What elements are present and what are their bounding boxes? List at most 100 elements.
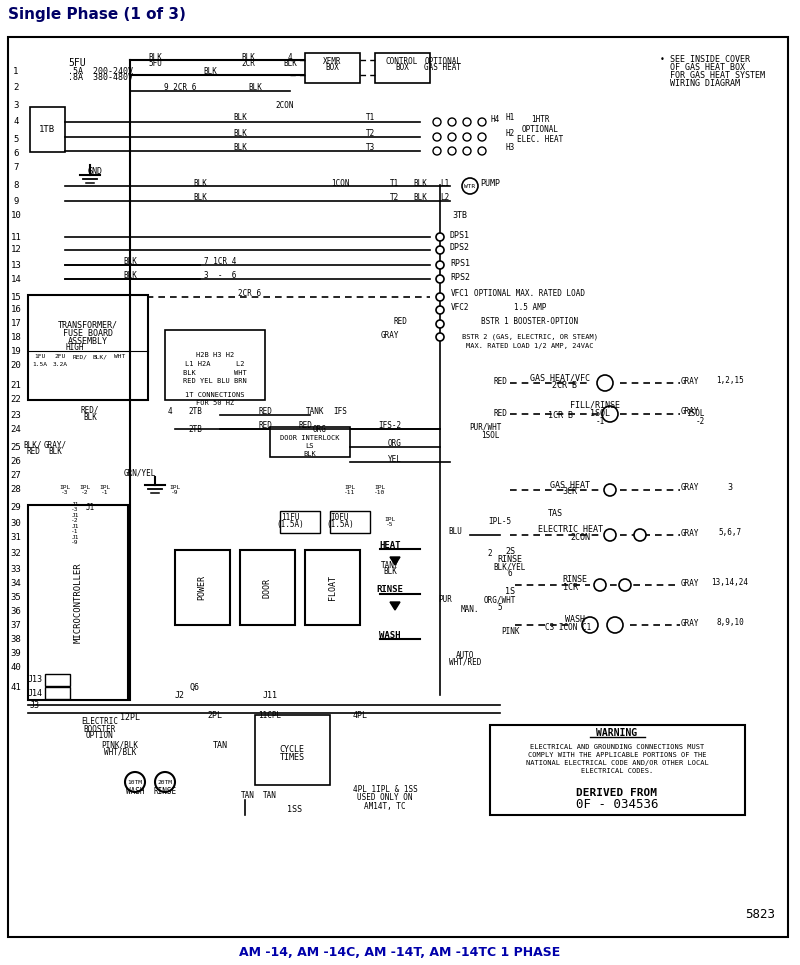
Text: GRAY: GRAY bbox=[681, 407, 699, 417]
Text: 2PL: 2PL bbox=[207, 710, 222, 720]
Text: 2: 2 bbox=[14, 82, 18, 92]
Text: 10TM: 10TM bbox=[127, 780, 142, 785]
Text: L1 H2A      L2: L1 H2A L2 bbox=[186, 361, 245, 367]
Text: MAN.: MAN. bbox=[461, 605, 479, 615]
Text: ELECTRIC HEAT: ELECTRIC HEAT bbox=[538, 526, 602, 535]
Text: FUSE BOARD: FUSE BOARD bbox=[63, 328, 113, 338]
Text: RED: RED bbox=[26, 448, 40, 456]
Text: 7: 7 bbox=[14, 163, 18, 173]
Text: GRAY: GRAY bbox=[681, 578, 699, 588]
Text: WTR: WTR bbox=[464, 183, 476, 188]
Text: 4PL 1IPL & 1SS: 4PL 1IPL & 1SS bbox=[353, 786, 418, 794]
Text: 11FU: 11FU bbox=[281, 512, 299, 521]
Text: RED: RED bbox=[393, 317, 407, 325]
Text: BLK: BLK bbox=[283, 60, 297, 69]
Bar bbox=[30, 107, 65, 152]
Text: VFC1: VFC1 bbox=[450, 290, 470, 298]
Text: 26: 26 bbox=[10, 457, 22, 466]
Text: WHT/BLK: WHT/BLK bbox=[104, 748, 136, 757]
Text: IPL
-3: IPL -3 bbox=[59, 484, 70, 495]
Text: BLK: BLK bbox=[304, 451, 316, 457]
Text: RED: RED bbox=[493, 376, 507, 385]
Text: 1.5A: 1.5A bbox=[33, 363, 47, 368]
Text: H2: H2 bbox=[506, 128, 514, 137]
Text: GRAY: GRAY bbox=[681, 529, 699, 538]
Text: PUR/WHT: PUR/WHT bbox=[469, 423, 501, 431]
Text: IPL
-5: IPL -5 bbox=[384, 516, 396, 528]
Bar bbox=[280, 511, 320, 533]
Text: J1
-3: J1 -3 bbox=[71, 502, 78, 512]
Text: RED YEL BLU BRN: RED YEL BLU BRN bbox=[183, 378, 247, 384]
Text: 9 2CR 6: 9 2CR 6 bbox=[164, 84, 196, 93]
Text: RED/: RED/ bbox=[73, 354, 87, 360]
Text: 10: 10 bbox=[10, 210, 22, 219]
Text: PINK/BLK: PINK/BLK bbox=[102, 740, 138, 750]
Bar bbox=[375, 53, 430, 83]
Text: 1CON: 1CON bbox=[330, 179, 350, 187]
Text: RINSE: RINSE bbox=[498, 555, 522, 564]
Text: 19: 19 bbox=[10, 346, 22, 355]
Text: RPS1: RPS1 bbox=[450, 259, 470, 267]
Text: 28: 28 bbox=[10, 485, 22, 494]
Circle shape bbox=[594, 579, 606, 591]
Text: IFS-2: IFS-2 bbox=[378, 422, 402, 430]
Text: ELECTRICAL CODES.: ELECTRICAL CODES. bbox=[581, 768, 653, 774]
Text: RPS2: RPS2 bbox=[450, 272, 470, 282]
Circle shape bbox=[607, 617, 623, 633]
Circle shape bbox=[125, 772, 145, 792]
Text: RINSE: RINSE bbox=[562, 575, 587, 585]
Text: L1: L1 bbox=[440, 179, 450, 187]
Text: FLOAT: FLOAT bbox=[327, 575, 337, 600]
Circle shape bbox=[436, 320, 444, 328]
Text: TAN: TAN bbox=[213, 740, 227, 750]
Text: BSTR 1 BOOSTER-OPTION: BSTR 1 BOOSTER-OPTION bbox=[482, 317, 578, 325]
Text: BSTR 2 (GAS, ELECTRIC, OR STEAM): BSTR 2 (GAS, ELECTRIC, OR STEAM) bbox=[462, 334, 598, 341]
Text: BLK: BLK bbox=[383, 567, 397, 576]
Text: FOR 50 HZ: FOR 50 HZ bbox=[196, 400, 234, 406]
Text: 5FU: 5FU bbox=[148, 60, 162, 69]
Bar bbox=[305, 53, 360, 83]
Circle shape bbox=[634, 529, 646, 541]
Text: 14: 14 bbox=[10, 274, 22, 284]
Circle shape bbox=[604, 529, 616, 541]
Text: WIRING DIAGRAM: WIRING DIAGRAM bbox=[660, 79, 740, 89]
Text: IPL
-9: IPL -9 bbox=[170, 484, 181, 495]
Text: 12: 12 bbox=[10, 245, 22, 255]
Text: ELECTRICAL AND GROUNDING CONNECTIONS MUST: ELECTRICAL AND GROUNDING CONNECTIONS MUS… bbox=[530, 744, 704, 750]
Text: (1.5A): (1.5A) bbox=[326, 520, 354, 530]
Text: 8,9,10: 8,9,10 bbox=[716, 619, 744, 627]
Text: OPTIONAL: OPTIONAL bbox=[425, 57, 462, 66]
Text: RED: RED bbox=[258, 407, 272, 417]
Text: 2CON: 2CON bbox=[570, 534, 590, 542]
Text: POWER: POWER bbox=[198, 575, 206, 600]
Text: IPL
-10: IPL -10 bbox=[374, 484, 386, 495]
Text: 20TM: 20TM bbox=[158, 780, 173, 785]
Text: 33: 33 bbox=[10, 565, 22, 573]
Text: TAN: TAN bbox=[241, 790, 255, 799]
Text: J2: J2 bbox=[175, 691, 185, 700]
Text: H1: H1 bbox=[506, 114, 514, 123]
Text: WASH: WASH bbox=[126, 787, 144, 796]
Text: ASSEMBLY: ASSEMBLY bbox=[68, 337, 108, 345]
Text: TIMES: TIMES bbox=[279, 754, 305, 762]
Text: BLK/YEL: BLK/YEL bbox=[494, 563, 526, 571]
Text: H3: H3 bbox=[506, 143, 514, 152]
Text: 31: 31 bbox=[10, 534, 22, 542]
Text: 27: 27 bbox=[10, 472, 22, 481]
Text: 11CPL: 11CPL bbox=[258, 710, 282, 720]
Bar bbox=[175, 550, 230, 625]
Text: 2S: 2S bbox=[505, 547, 515, 557]
Text: 30: 30 bbox=[10, 518, 22, 528]
Circle shape bbox=[436, 293, 444, 301]
Circle shape bbox=[597, 375, 613, 391]
Text: 1T CONNECTIONS: 1T CONNECTIONS bbox=[186, 392, 245, 398]
Circle shape bbox=[478, 133, 486, 141]
Text: 5823: 5823 bbox=[745, 908, 775, 922]
Text: OPTIONAL: OPTIONAL bbox=[522, 125, 558, 134]
Circle shape bbox=[436, 333, 444, 341]
Text: 1SOL: 1SOL bbox=[590, 408, 610, 418]
Text: DPS1: DPS1 bbox=[450, 231, 470, 239]
Text: BOX: BOX bbox=[325, 64, 339, 72]
Text: 1TB: 1TB bbox=[39, 124, 55, 133]
Circle shape bbox=[436, 246, 444, 254]
